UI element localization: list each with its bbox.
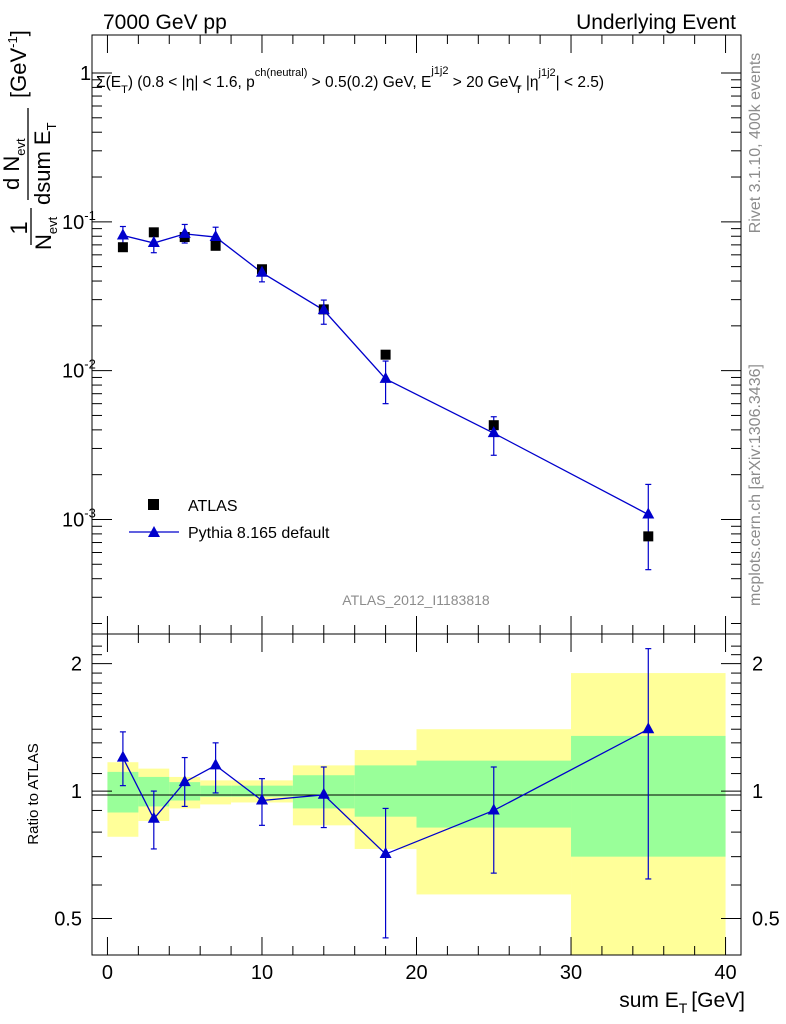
ratio-tick-labels: 0.5 0.51 12 20 10 20 30 40 <box>54 654 780 984</box>
ratio-axis-ticks <box>92 634 741 955</box>
x-tick-label: 40 <box>714 962 736 984</box>
main-data-series <box>116 223 655 571</box>
main-title: Σ(ET) (0.8 < |η| < 1.6, pch(neutral) > 0… <box>96 65 604 96</box>
pythia-point <box>642 507 655 519</box>
title-sup-ch: ch(neutral) <box>255 67 308 79</box>
title-sigma: Σ(E <box>96 74 121 91</box>
legend-atlas-label: ATLAS <box>188 498 238 515</box>
main-axis-ticks <box>92 35 741 634</box>
x-tick-label: 10 <box>251 962 273 984</box>
header-left: 7000 GeV pp <box>103 11 227 34</box>
ratio-pythia-point <box>487 803 500 815</box>
x-tick-label: 0 <box>102 962 113 984</box>
ratio-y-tick-label-left: 0.5 <box>54 909 82 931</box>
title-sub-t: T <box>121 84 128 96</box>
title-after-e2: > 20 GeV, |η <box>448 74 538 91</box>
pythia-point <box>487 426 500 438</box>
ratio-pythia-point <box>147 811 160 823</box>
pythia-point <box>147 236 160 248</box>
ylabel-unit: [GeV-1] <box>5 30 31 98</box>
x-tick-label: 20 <box>405 962 427 984</box>
ratio-y-axis-label: Ratio to ATLAS <box>25 743 42 844</box>
main-y-axis-label: 1 Nevt d Nevt dsum ET [GeV-1] <box>0 30 60 250</box>
main-y-tick-label: 10-2 <box>62 357 96 383</box>
ratio-pythia-point <box>116 750 129 762</box>
ratio-uncertainty-bands <box>107 673 726 955</box>
main-y-tick-label: 10-3 <box>62 505 96 531</box>
legend: ATLAS Pythia 8.165 default <box>129 498 330 542</box>
ylabel-n: Nevt <box>31 216 60 250</box>
main-plot-frame <box>91 34 742 635</box>
header-right: Underlying Event <box>576 11 736 34</box>
main-y-tick-label: 10-1 <box>62 208 96 234</box>
atlas-point <box>148 227 159 238</box>
atlas-point <box>117 242 128 253</box>
ratio-plot-frame <box>91 633 742 956</box>
title-after-p: > 0.5(0.2) GeV, E <box>307 74 431 91</box>
ratio-y-tick-label-left: 2 <box>71 654 82 676</box>
atlas-point <box>210 240 221 251</box>
title-sup-j2: j1j2 <box>538 67 556 79</box>
ylabel-one: 1 <box>6 221 33 234</box>
analysis-watermark: ATLAS_2012_I1183818 <box>342 592 490 608</box>
pythia-point <box>317 303 330 315</box>
ylabel-dsum: dsum ET <box>30 122 59 205</box>
rivet-label: Rivet 3.1.10, 400k events <box>747 53 764 234</box>
atlas-point <box>643 531 654 542</box>
ratio-pythia-point <box>642 722 655 734</box>
ratio-y-tick-label-right: 1 <box>752 781 763 803</box>
ylabel-dn: d Nevt <box>0 138 28 190</box>
legend-pythia-label: Pythia 8.165 default <box>188 525 330 542</box>
pythia-point <box>209 230 222 242</box>
legend-atlas-marker <box>148 499 159 510</box>
ratio-pythia-point <box>317 787 330 799</box>
title-end: | < 2.5) <box>556 74 604 91</box>
ratio-pythia-point <box>379 847 392 859</box>
ratio-y-tick-label-right: 0.5 <box>752 909 780 931</box>
title-after-et: ) (0.8 < |η| < 1.6, p <box>128 74 255 91</box>
atlas-point <box>488 420 499 431</box>
mcplots-label: mcplots.cern.ch [arXiv:1306.3436] <box>747 364 764 606</box>
pythia-point <box>255 265 268 277</box>
ratio-data-series <box>116 648 655 939</box>
atlas-point <box>380 349 391 360</box>
ratio-y-tick-label-right: 2 <box>752 654 763 676</box>
ratio-pythia-point <box>178 775 191 787</box>
main-y-tick-label: 1 <box>80 63 91 85</box>
title-sub-t2: T <box>515 84 522 96</box>
x-tick-label: 30 <box>560 962 582 984</box>
pythia-point <box>116 228 129 240</box>
main-y-tick-labels: 1 10-1 10-2 10-3 <box>62 63 96 531</box>
ratio-pythia-point <box>255 793 268 805</box>
pythia-point <box>379 371 392 383</box>
pythia-point <box>178 226 191 238</box>
ratio-pythia-point <box>209 758 222 770</box>
ratio-y-tick-label-left: 1 <box>71 781 82 803</box>
legend-pythia-marker <box>148 526 160 537</box>
title-sup-j: j1j2 <box>430 65 448 77</box>
x-axis-label: sum ET [GeV] <box>619 989 745 1016</box>
